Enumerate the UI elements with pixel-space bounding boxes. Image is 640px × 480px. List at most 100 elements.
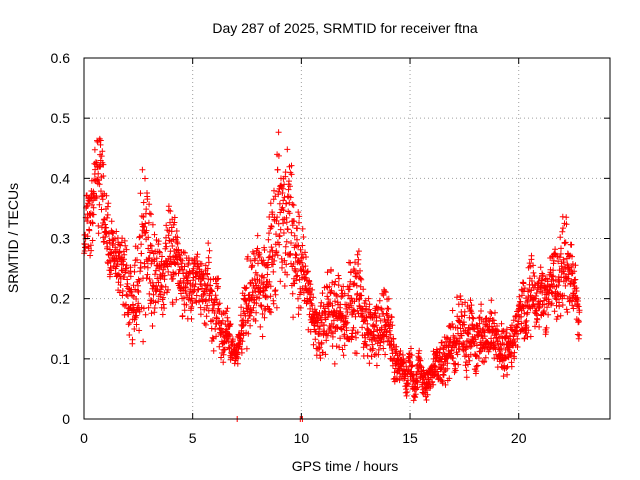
data-point bbox=[131, 262, 138, 269]
data-point bbox=[378, 306, 385, 313]
data-point bbox=[143, 275, 150, 282]
data-point bbox=[226, 332, 233, 339]
data-point bbox=[346, 286, 353, 293]
data-point bbox=[412, 394, 419, 401]
data-point bbox=[187, 270, 193, 277]
data-point bbox=[107, 250, 114, 257]
data-point bbox=[331, 281, 338, 288]
data-point bbox=[106, 239, 113, 246]
data-point bbox=[244, 253, 251, 260]
data-point bbox=[357, 267, 363, 274]
data-point bbox=[384, 305, 391, 312]
data-point bbox=[279, 185, 286, 192]
data-point bbox=[224, 305, 231, 312]
data-point bbox=[309, 286, 316, 293]
data-point bbox=[324, 293, 331, 300]
data-point bbox=[220, 351, 227, 358]
data-point bbox=[161, 289, 168, 296]
data-point bbox=[450, 324, 457, 331]
data-point bbox=[293, 273, 300, 280]
data-point bbox=[329, 302, 336, 309]
data-point bbox=[174, 234, 181, 241]
data-point bbox=[537, 298, 544, 305]
data-point bbox=[299, 259, 305, 266]
data-point bbox=[251, 276, 258, 282]
data-point bbox=[463, 367, 470, 374]
data-point bbox=[286, 178, 292, 185]
data-point bbox=[272, 291, 279, 298]
data-point bbox=[97, 162, 104, 169]
data-point bbox=[95, 222, 102, 229]
data-point bbox=[363, 314, 370, 320]
data-point bbox=[442, 381, 449, 388]
data-point bbox=[165, 203, 172, 210]
data-point bbox=[148, 310, 155, 317]
data-point bbox=[318, 299, 325, 306]
data-point bbox=[343, 313, 350, 320]
data-point bbox=[397, 348, 404, 354]
data-point bbox=[167, 208, 174, 215]
data-point bbox=[503, 365, 510, 371]
data-point bbox=[222, 346, 228, 353]
data-point bbox=[317, 323, 323, 330]
data-point bbox=[123, 291, 130, 298]
data-point bbox=[283, 219, 290, 226]
data-point bbox=[212, 292, 219, 299]
data-point bbox=[287, 183, 293, 190]
data-point bbox=[470, 315, 477, 322]
data-point bbox=[532, 293, 539, 299]
data-point bbox=[84, 203, 91, 209]
data-point bbox=[524, 299, 531, 305]
data-point bbox=[90, 211, 97, 218]
data-point bbox=[303, 254, 309, 260]
data-point bbox=[151, 258, 158, 265]
data-point bbox=[575, 317, 582, 324]
data-point bbox=[562, 239, 569, 246]
data-point bbox=[96, 201, 103, 208]
data-point bbox=[105, 200, 112, 207]
data-point bbox=[294, 225, 301, 232]
data-point bbox=[145, 219, 152, 226]
data-point bbox=[556, 254, 563, 261]
data-point bbox=[312, 336, 319, 343]
data-point bbox=[396, 351, 403, 357]
data-point bbox=[116, 249, 123, 256]
data-point bbox=[457, 296, 464, 303]
data-point bbox=[569, 253, 575, 260]
data-point bbox=[144, 258, 151, 265]
data-point bbox=[331, 360, 338, 367]
data-point bbox=[208, 296, 215, 302]
data-point bbox=[281, 257, 288, 264]
data-point bbox=[401, 358, 408, 365]
data-point bbox=[139, 232, 146, 239]
data-point bbox=[354, 329, 361, 336]
data-point bbox=[181, 307, 188, 314]
data-point bbox=[172, 253, 179, 260]
data-point bbox=[204, 302, 211, 309]
data-point bbox=[440, 371, 446, 378]
data-point bbox=[201, 290, 208, 297]
data-point bbox=[89, 220, 96, 227]
data-point bbox=[209, 288, 216, 295]
data-point bbox=[491, 355, 498, 362]
data-point bbox=[449, 321, 456, 327]
data-point bbox=[247, 322, 254, 329]
data-point bbox=[247, 257, 254, 264]
data-point bbox=[566, 294, 573, 300]
data-point bbox=[450, 355, 456, 361]
data-point bbox=[180, 249, 187, 256]
data-point bbox=[136, 327, 143, 334]
data-point bbox=[102, 233, 109, 240]
data-point bbox=[288, 171, 295, 178]
data-point bbox=[142, 311, 149, 318]
data-point bbox=[552, 246, 559, 253]
data-point bbox=[236, 340, 242, 347]
data-point bbox=[271, 257, 278, 264]
data-point bbox=[211, 310, 218, 316]
data-point bbox=[240, 322, 246, 329]
data-point bbox=[561, 292, 568, 299]
data-point bbox=[145, 304, 152, 311]
data-point bbox=[375, 346, 382, 353]
data-point bbox=[480, 328, 487, 335]
data-point bbox=[271, 187, 277, 194]
